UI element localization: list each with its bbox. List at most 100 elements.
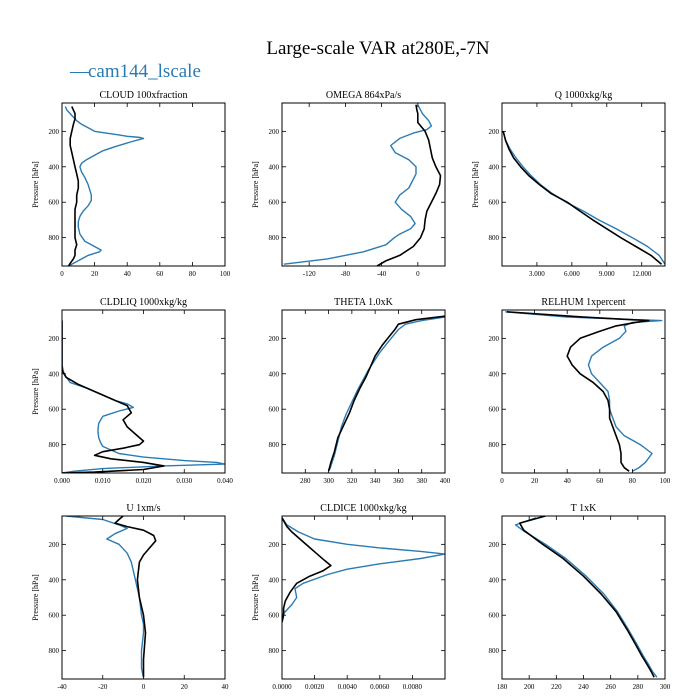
x-tick-label: 3.000 (529, 270, 545, 278)
plot-frame (281, 515, 446, 680)
y-tick-label: 800 (49, 647, 60, 655)
y-tick-label: 600 (269, 406, 280, 414)
y-tick-label: 200 (269, 335, 280, 343)
x-tick-label: -120 (303, 270, 316, 278)
y-tick-label: 200 (49, 541, 60, 549)
x-tick-label: 40 (124, 270, 132, 278)
series-line-model (64, 106, 145, 266)
y-tick-label: 200 (269, 541, 280, 549)
x-tick-label: 0.0040 (338, 683, 358, 691)
x-tick-label: 0 (142, 683, 146, 691)
x-tick-label: -40 (57, 683, 67, 691)
series-line-model (502, 131, 665, 265)
series-line-model (505, 311, 663, 472)
x-tick-label: 60 (596, 477, 604, 485)
plot-frame (501, 309, 666, 474)
x-tick-label: 100 (220, 270, 231, 278)
x-tick-label: 60 (156, 270, 164, 278)
x-tick-label: -20 (98, 683, 108, 691)
panel-0: CLOUD 100xfraction 0 20 40 60 80 100 200 400 600 8… (31, 90, 231, 278)
y-axis-label: Pressure [hPa] (31, 368, 40, 415)
legend-label: cam144_lscale (88, 61, 201, 82)
y-tick-label: 800 (489, 234, 500, 242)
x-tick-label: 20 (531, 477, 539, 485)
plot-frame (61, 309, 226, 474)
y-axis-label: Pressure [hPa] (31, 161, 40, 208)
panel-title: OMEGA 864xPa/s (326, 90, 401, 101)
plot-frame (501, 102, 666, 267)
panel-title: T 1xK (571, 503, 597, 514)
x-tick-label: 12.000 (632, 270, 652, 278)
y-axis-label: Pressure [hPa] (31, 574, 40, 621)
legend-symbol: — (69, 61, 90, 82)
y-axis-label: Pressure [hPa] (471, 161, 480, 208)
y-tick-label: 600 (269, 612, 280, 620)
plot-frame (61, 102, 226, 267)
x-tick-label: 200 (524, 683, 535, 691)
x-tick-label: 280 (300, 477, 311, 485)
panel-2: Q 1000xkg/kg 3.000 6.000 9.000 12.000 200 400 6… (471, 90, 666, 278)
y-tick-label: 800 (489, 441, 500, 449)
x-tick-label: 260 (605, 683, 616, 691)
panel-3: CLDLIQ 1000xkg/kg 0.000 0.010 0.020 0.030 0.0… (31, 297, 233, 485)
x-tick-label: 100 (660, 477, 671, 485)
panel-6: U 1xm/s -40 -20 0 20 40 200 400 600 800 Pressure [… (31, 503, 229, 691)
panel-title: CLOUD 100xfraction (99, 90, 187, 101)
x-tick-label: 0.0000 (272, 683, 292, 691)
y-tick-label: 400 (489, 163, 500, 171)
panel-title: U 1xm/s (126, 503, 160, 514)
series-line-reference (376, 104, 442, 266)
series-line-model (514, 517, 658, 678)
y-tick-label: 400 (49, 576, 60, 584)
y-tick-label: 600 (489, 612, 500, 620)
x-tick-label: 80 (189, 270, 197, 278)
y-tick-label: 800 (269, 441, 280, 449)
series-line-reference (62, 320, 165, 473)
y-tick-label: 800 (269, 234, 280, 242)
panel-title: CLDLIQ 1000xkg/kg (100, 297, 187, 308)
x-tick-label: 220 (551, 683, 562, 691)
y-tick-label: 400 (49, 370, 60, 378)
y-tick-label: 600 (49, 406, 60, 414)
y-tick-label: 200 (269, 128, 280, 136)
y-tick-label: 800 (489, 647, 500, 655)
y-tick-label: 400 (269, 370, 280, 378)
x-tick-label: 0 (60, 270, 64, 278)
y-axis-label: Pressure [hPa] (251, 161, 260, 208)
y-axis-label: Pressure [hPa] (251, 574, 260, 621)
panel-title: THETA 1.0xK (334, 297, 393, 308)
series-line-reference (114, 516, 157, 678)
legend: — cam144_lscale (69, 61, 201, 82)
x-tick-label: 0.0080 (403, 683, 423, 691)
y-tick-label: 600 (49, 199, 60, 207)
panel-title: RELHUM 1xpercent (541, 297, 625, 308)
y-tick-label: 400 (489, 370, 500, 378)
x-tick-label: 380 (416, 477, 427, 485)
x-tick-label: 0 (416, 270, 420, 278)
figure-title: Large-scale VAR at280E,-7N (266, 38, 489, 59)
x-tick-label: 20 (181, 683, 189, 691)
y-tick-label: 400 (269, 576, 280, 584)
y-tick-label: 200 (489, 128, 500, 136)
x-tick-label: 320 (347, 477, 358, 485)
x-tick-label: 0 (500, 477, 504, 485)
plot-frame (281, 102, 446, 267)
x-tick-label: 0.010 (95, 477, 111, 485)
x-tick-label: -80 (341, 270, 351, 278)
x-tick-label: 40 (564, 477, 572, 485)
x-tick-label: 360 (393, 477, 404, 485)
y-tick-label: 600 (489, 406, 500, 414)
y-tick-label: 200 (49, 335, 60, 343)
x-tick-label: 0.040 (217, 477, 233, 485)
panel-1: OMEGA 864xPa/s -120 -80 -40 0 200 400 600 800 Pre… (251, 90, 446, 278)
x-tick-label: 6.000 (564, 270, 580, 278)
series-line-model (282, 517, 445, 616)
series-line-model (66, 516, 145, 678)
x-tick-label: 80 (629, 477, 637, 485)
panel-4: THETA 1.0xK 280 300 320 340 360 380 400 200 400 60… (269, 297, 451, 485)
x-tick-label: 9.000 (599, 270, 615, 278)
panel-7: CLDICE 1000xkg/kg 0.0000 0.0020 0.0040 0.006… (251, 503, 446, 691)
x-tick-label: 300 (323, 477, 334, 485)
